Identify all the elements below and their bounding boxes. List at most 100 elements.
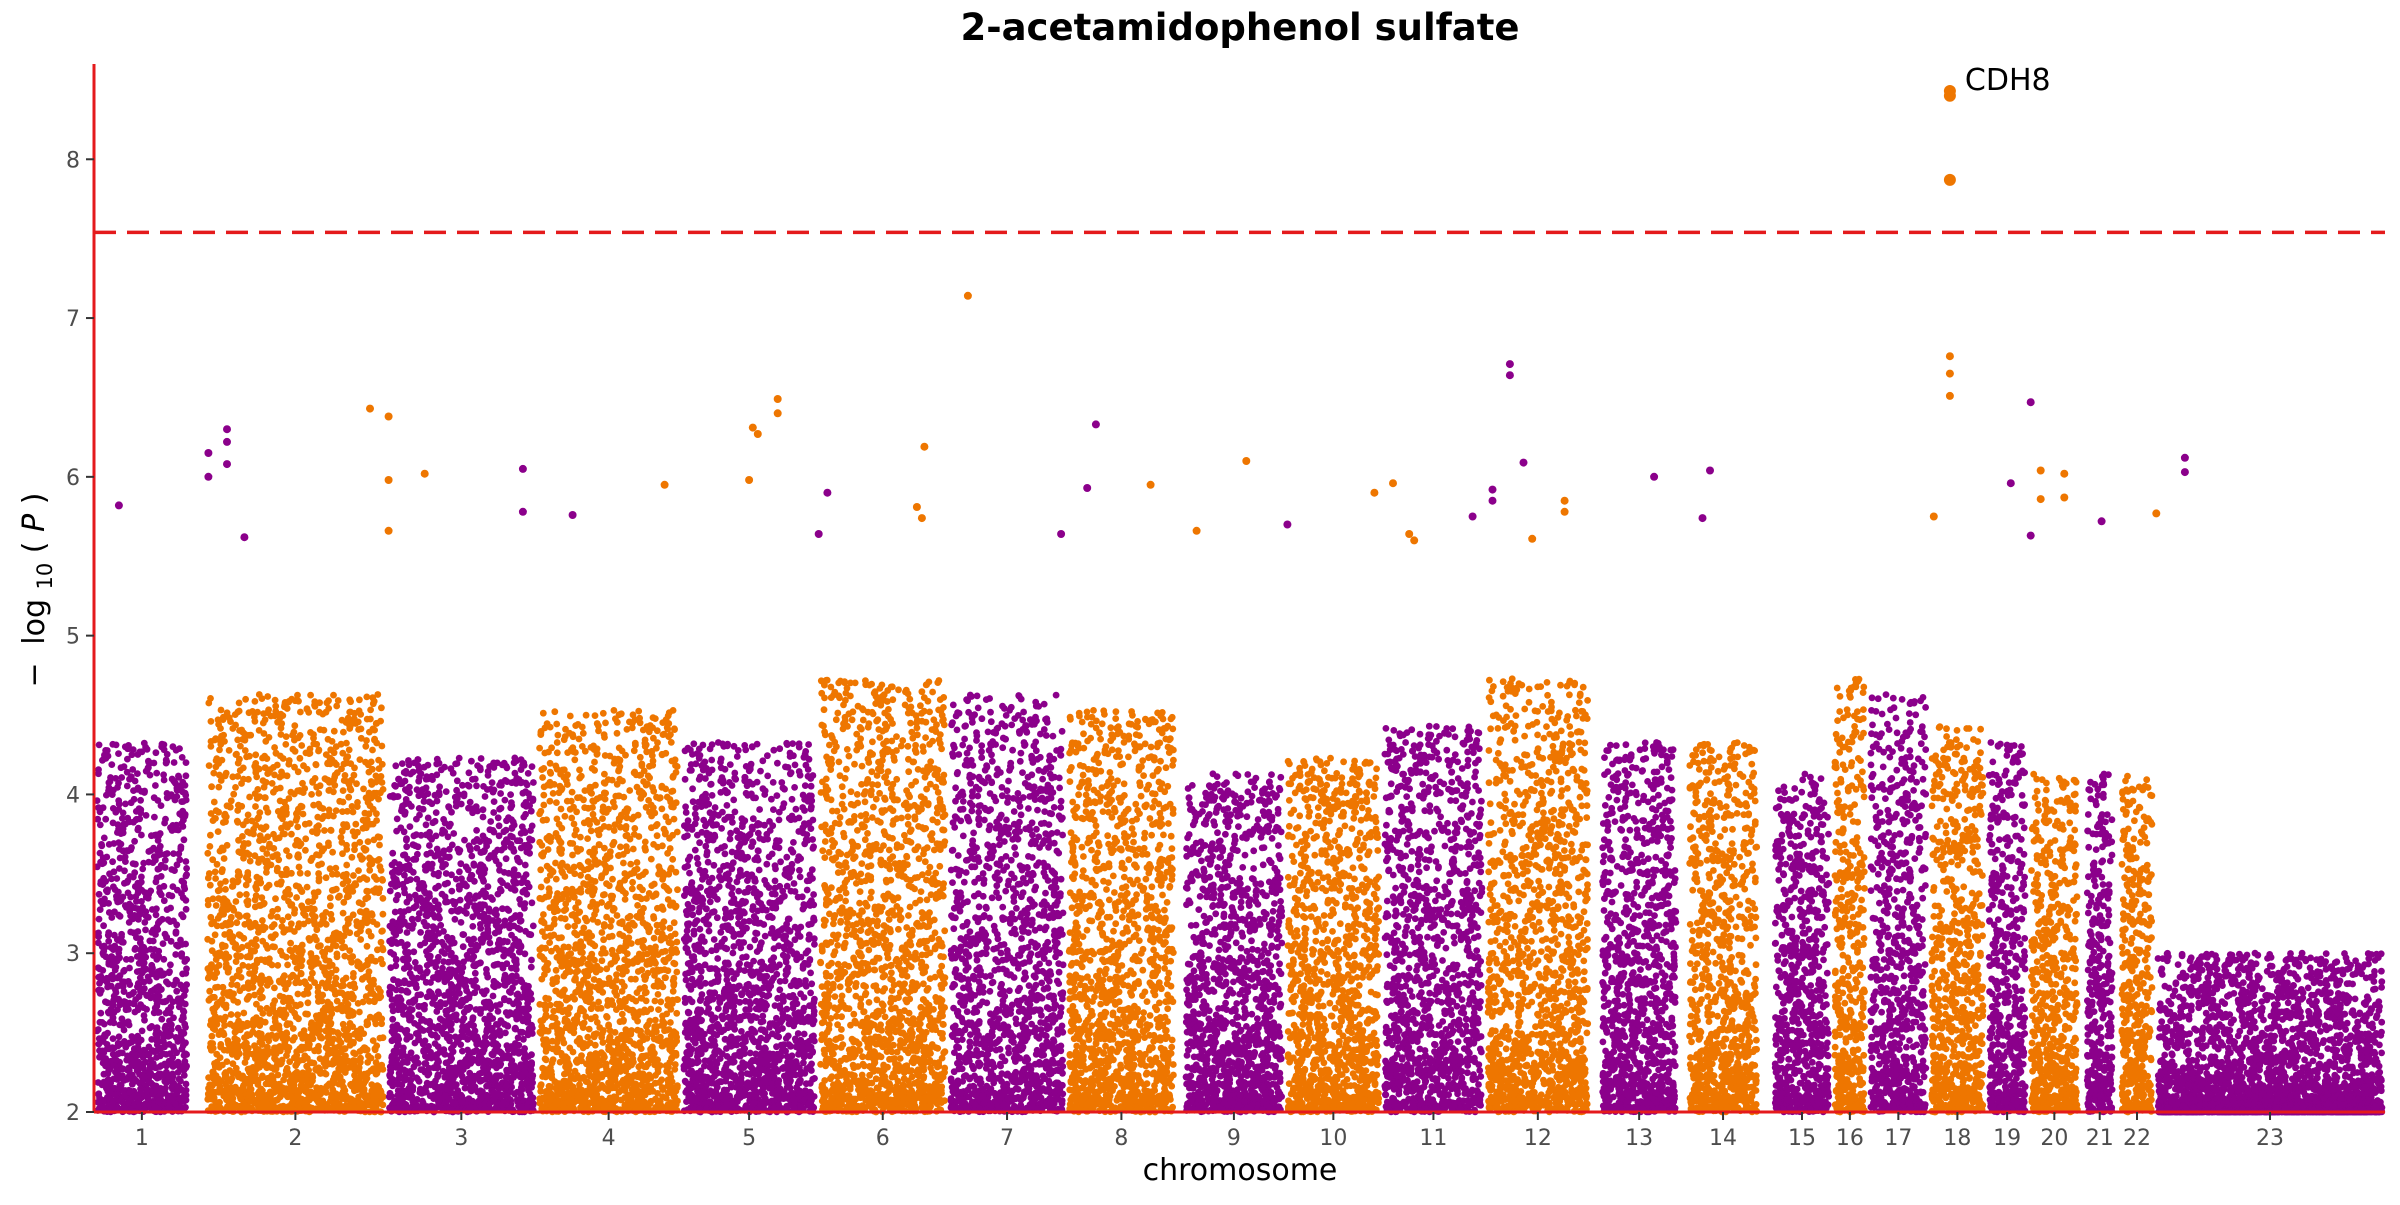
snp-point bbox=[530, 779, 537, 786]
snp-point bbox=[369, 887, 377, 895]
snp-point bbox=[248, 923, 256, 930]
snp-point bbox=[322, 874, 330, 882]
snp-point bbox=[422, 821, 430, 829]
snp-point bbox=[218, 922, 226, 930]
snp-point bbox=[152, 782, 159, 789]
snp-point bbox=[516, 837, 523, 845]
snp-point bbox=[142, 743, 150, 751]
snp-point bbox=[517, 756, 525, 763]
snp-point bbox=[334, 935, 342, 943]
snp-point bbox=[151, 1072, 159, 1080]
snp-point bbox=[467, 846, 474, 854]
snp-point bbox=[173, 793, 181, 800]
snp-point bbox=[234, 708, 242, 716]
snp-point bbox=[298, 1077, 305, 1085]
snp-point bbox=[379, 895, 387, 902]
snp-point bbox=[479, 1088, 486, 1096]
snp-point bbox=[134, 770, 141, 777]
snp-point bbox=[180, 1072, 188, 1079]
snp-point bbox=[206, 987, 214, 995]
snp-point bbox=[251, 852, 259, 860]
snp-point bbox=[342, 1004, 350, 1012]
snp-point bbox=[416, 811, 423, 819]
snp-point bbox=[232, 784, 239, 791]
snp-point bbox=[105, 937, 113, 945]
snp-point bbox=[309, 779, 316, 786]
snp-point bbox=[343, 823, 351, 831]
snp-point bbox=[419, 1016, 426, 1023]
snp-point bbox=[178, 820, 185, 828]
snp-point bbox=[273, 851, 281, 858]
chromosome-2-points bbox=[204, 691, 387, 1116]
snp-point bbox=[110, 868, 118, 876]
snp-point bbox=[107, 774, 114, 781]
snp-point bbox=[223, 709, 231, 717]
snp-point bbox=[332, 885, 340, 893]
snp-point bbox=[480, 783, 487, 790]
snp-point bbox=[356, 838, 364, 846]
snp-point bbox=[389, 1015, 397, 1023]
snp-point bbox=[154, 797, 162, 804]
snp-point bbox=[280, 998, 287, 1005]
snp-point bbox=[163, 934, 170, 942]
snp-point bbox=[343, 1065, 350, 1073]
snp-point bbox=[146, 937, 154, 945]
snp-point bbox=[222, 1071, 230, 1079]
snp-point bbox=[136, 967, 144, 975]
snp-point bbox=[342, 886, 350, 894]
snp-point bbox=[169, 1095, 177, 1102]
snp-point bbox=[167, 961, 174, 969]
snp-point bbox=[488, 779, 496, 786]
snp-point bbox=[495, 832, 503, 840]
snp-point bbox=[487, 818, 495, 825]
snp-point bbox=[103, 791, 110, 799]
snp-point bbox=[122, 1002, 130, 1010]
snp-point bbox=[363, 942, 371, 950]
snp-point bbox=[316, 726, 324, 733]
snp-point bbox=[121, 743, 129, 751]
snp-point bbox=[490, 1095, 498, 1103]
snp-point bbox=[103, 853, 111, 861]
snp-point bbox=[284, 961, 291, 969]
snp-point bbox=[304, 999, 312, 1007]
snp-point bbox=[295, 948, 302, 956]
snp-point bbox=[351, 709, 358, 717]
snp-point bbox=[242, 695, 250, 703]
snp-point bbox=[119, 1099, 127, 1107]
snp-point bbox=[322, 1027, 329, 1035]
snp-point bbox=[182, 905, 190, 913]
snp-point bbox=[514, 1088, 521, 1096]
snp-point bbox=[262, 737, 270, 745]
snp-point bbox=[355, 1028, 362, 1036]
snp-point bbox=[246, 752, 253, 760]
snp-point bbox=[178, 890, 185, 897]
snp-point bbox=[410, 856, 417, 863]
snp-point bbox=[448, 940, 455, 947]
snp-point bbox=[182, 1023, 189, 1031]
snp-point bbox=[422, 922, 430, 930]
snp-point bbox=[346, 722, 353, 730]
snp-point bbox=[230, 906, 238, 914]
snp-point bbox=[510, 778, 518, 786]
snp-point bbox=[423, 850, 431, 858]
snp-point bbox=[403, 929, 411, 936]
snp-point bbox=[177, 1077, 184, 1085]
snp-point bbox=[292, 841, 299, 849]
snp-point bbox=[139, 904, 147, 911]
snp-point bbox=[420, 1027, 427, 1034]
snp-point bbox=[152, 911, 160, 919]
snp-point bbox=[127, 955, 135, 963]
snp-point bbox=[126, 775, 133, 783]
snp-point bbox=[340, 898, 348, 906]
snp-point bbox=[434, 1043, 442, 1050]
snp-point bbox=[294, 823, 302, 831]
snp-point bbox=[237, 742, 244, 750]
snp-point bbox=[471, 877, 478, 885]
snp-point bbox=[278, 768, 285, 776]
snp-point bbox=[253, 773, 261, 781]
snp-point bbox=[301, 820, 309, 828]
snp-point bbox=[339, 977, 347, 984]
snp-point bbox=[207, 810, 215, 817]
snp-point bbox=[116, 1001, 124, 1009]
snp-point bbox=[270, 788, 277, 796]
